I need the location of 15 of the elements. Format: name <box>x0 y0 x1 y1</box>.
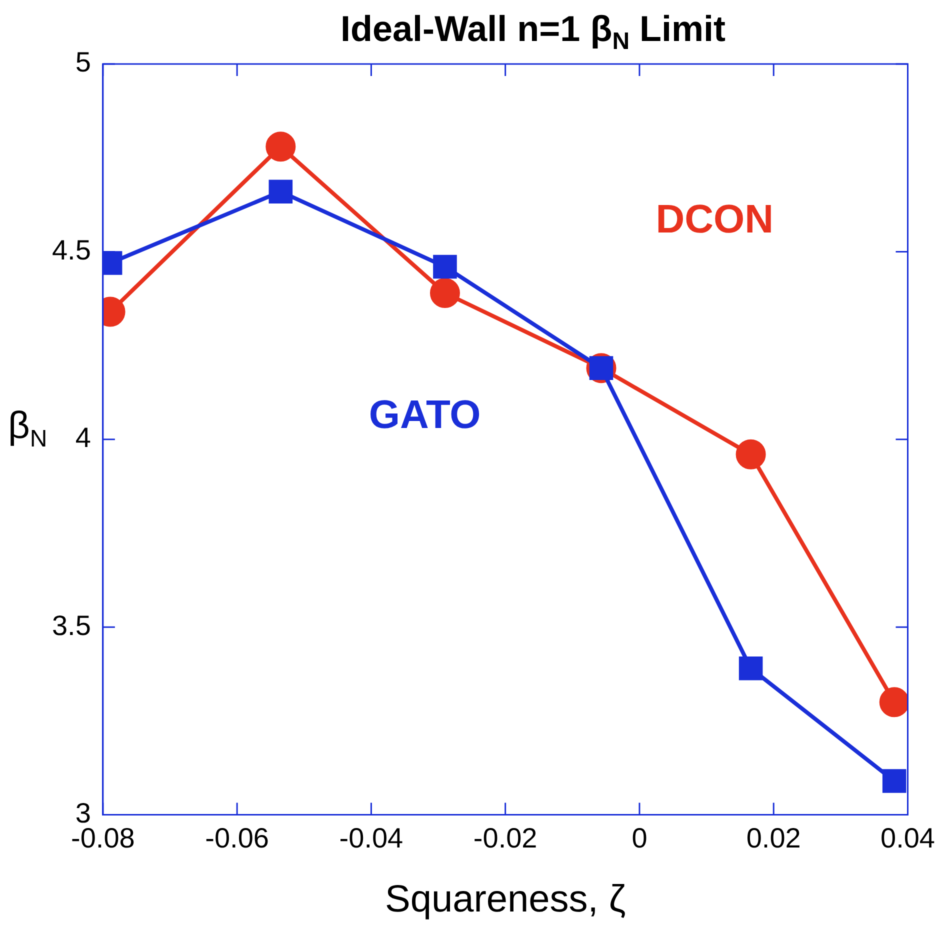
y-tick-label: 3.5 <box>52 610 91 641</box>
x-tick-label: -0.02 <box>473 822 538 854</box>
x-tick-label: -0.06 <box>205 822 269 854</box>
x-tick-label: -0.04 <box>339 822 404 854</box>
text: GATO <box>368 392 481 437</box>
chart-title: Ideal-Wall n=1 β$_{N}$ Limit <box>339 8 727 56</box>
y-tick-label: 5 <box>75 46 91 78</box>
x-tick-label: 0 <box>632 822 648 854</box>
y-tick-label: 4 <box>75 422 91 454</box>
text: DCON <box>656 198 774 242</box>
x-tick-label: 0.04 <box>880 822 935 854</box>
x-axis-title: Squareness, ζ <box>384 878 626 921</box>
y-axis-title: β$_{N}$ <box>8 405 48 454</box>
x-tick-label: 0.02 <box>746 822 801 854</box>
y-tick-label: 4.5 <box>52 234 91 266</box>
